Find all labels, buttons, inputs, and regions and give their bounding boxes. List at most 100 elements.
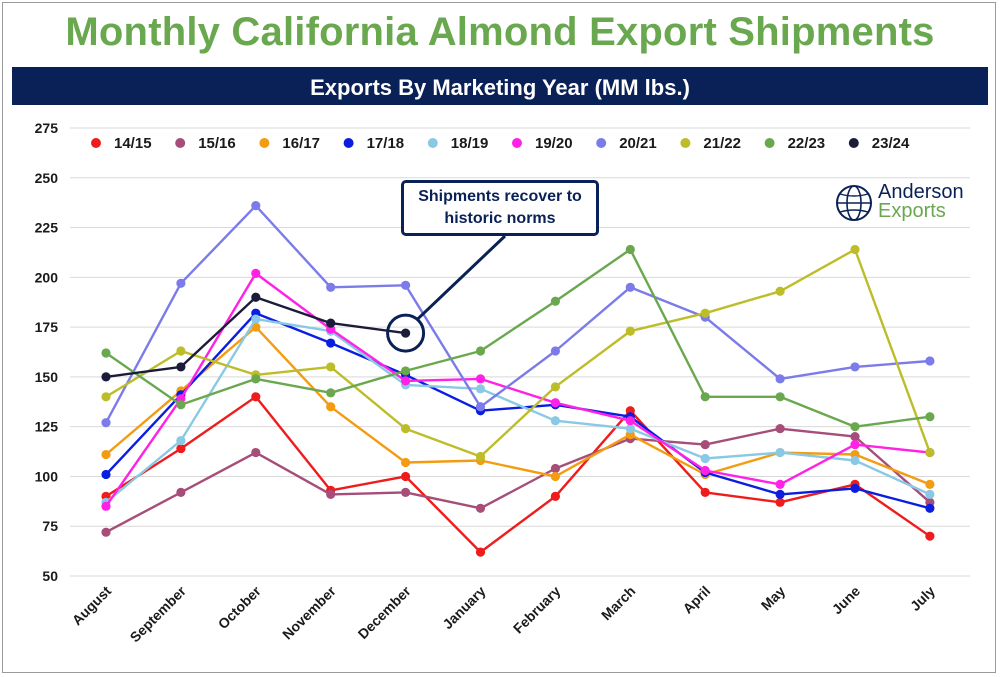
series-23-24 [101,292,411,382]
x-tick-label: November [279,582,339,642]
data-point [401,487,411,497]
data-point [251,292,261,302]
data-point [251,201,261,211]
legend-marker [343,138,354,148]
x-tick-label: January [439,583,488,632]
x-tick-label: August [69,583,115,629]
data-point [925,531,935,541]
data-point [176,443,186,454]
data-point [925,356,935,366]
data-point [625,416,635,426]
data-point [101,348,111,358]
data-point [925,412,935,422]
series-line [105,272,931,507]
data-point [550,382,561,392]
globe-icon [836,185,872,221]
legend-label: 22/23 [788,135,826,152]
pointer-line [416,234,507,321]
x-tick-label: March [598,583,638,623]
data-point [176,400,186,410]
y-tick-label: 75 [42,518,58,534]
data-point [326,318,336,328]
data-point [475,374,486,384]
highlight-circle [386,313,426,353]
y-tick-label: 225 [35,220,59,236]
y-tick-label: 50 [42,568,58,584]
data-point [475,346,486,356]
data-point [625,282,635,292]
data-point [700,439,710,450]
data-point [775,286,785,296]
y-tick-label: 100 [35,468,59,484]
x-tick-label: May [758,583,789,614]
data-point [775,447,785,458]
series-18-19 [101,314,935,507]
data-point [550,416,561,426]
data-point [475,503,486,513]
data-point [475,402,486,412]
data-point [401,424,411,434]
series-15-16 [101,424,935,537]
data-point [700,308,710,318]
data-point [925,489,935,499]
data-point [475,384,486,394]
data-point [251,268,261,278]
y-tick-label: 175 [35,319,59,335]
data-point [401,366,411,376]
x-tick-label: July [907,583,938,614]
data-point [401,471,411,482]
x-tick-label: April [679,583,713,617]
data-point [850,362,860,372]
chart-title: Monthly California Almond Export Shipmen… [65,10,935,54]
data-point [176,487,186,497]
data-point [101,501,111,511]
brand-logo: Anderson Exports [834,181,974,225]
data-point [700,487,710,497]
data-point [101,469,111,480]
x-tick-label: October [215,582,265,632]
series-17-18 [101,308,935,513]
legend-label: 20/21 [619,135,657,152]
legend-marker [596,138,607,148]
data-point [475,451,486,462]
legend-label: 23/24 [872,135,910,152]
data-point [101,418,111,428]
data-point [176,362,186,372]
legend-label: 21/22 [703,135,741,152]
data-point [251,314,261,324]
series-line [105,248,932,458]
chart-subtitle: Exports By Marketing Year (MM lbs.) [310,75,690,100]
data-point [625,424,635,434]
logo-text-anderson: Anderson [878,181,964,203]
data-point [326,338,336,348]
data-point [775,497,785,507]
data-point [326,362,336,372]
data-point [251,447,261,458]
series-line [105,317,931,504]
series-line [105,395,931,554]
data-point [401,376,411,386]
subtitle-bar: Exports By Marketing Year (MM lbs.) [12,67,988,105]
x-axis-ticks: August September October November December Ja… [69,582,938,645]
data-point [475,547,486,557]
data-point [775,489,785,499]
data-point [850,244,860,255]
data-point [700,453,710,464]
data-point [326,388,336,398]
legend-marker [512,138,522,148]
data-point [176,436,186,446]
data-point [101,449,111,460]
y-tick-label: 250 [35,170,59,186]
data-point [775,374,785,384]
y-tick-label: 150 [35,369,59,385]
data-point [176,278,186,288]
data-point [550,296,561,306]
data-point [101,527,111,537]
data-point [925,503,935,513]
data-point [550,491,561,501]
data-point [326,282,336,292]
x-tick-label: December [355,582,415,642]
data-point [775,424,785,434]
series-line [105,312,931,510]
